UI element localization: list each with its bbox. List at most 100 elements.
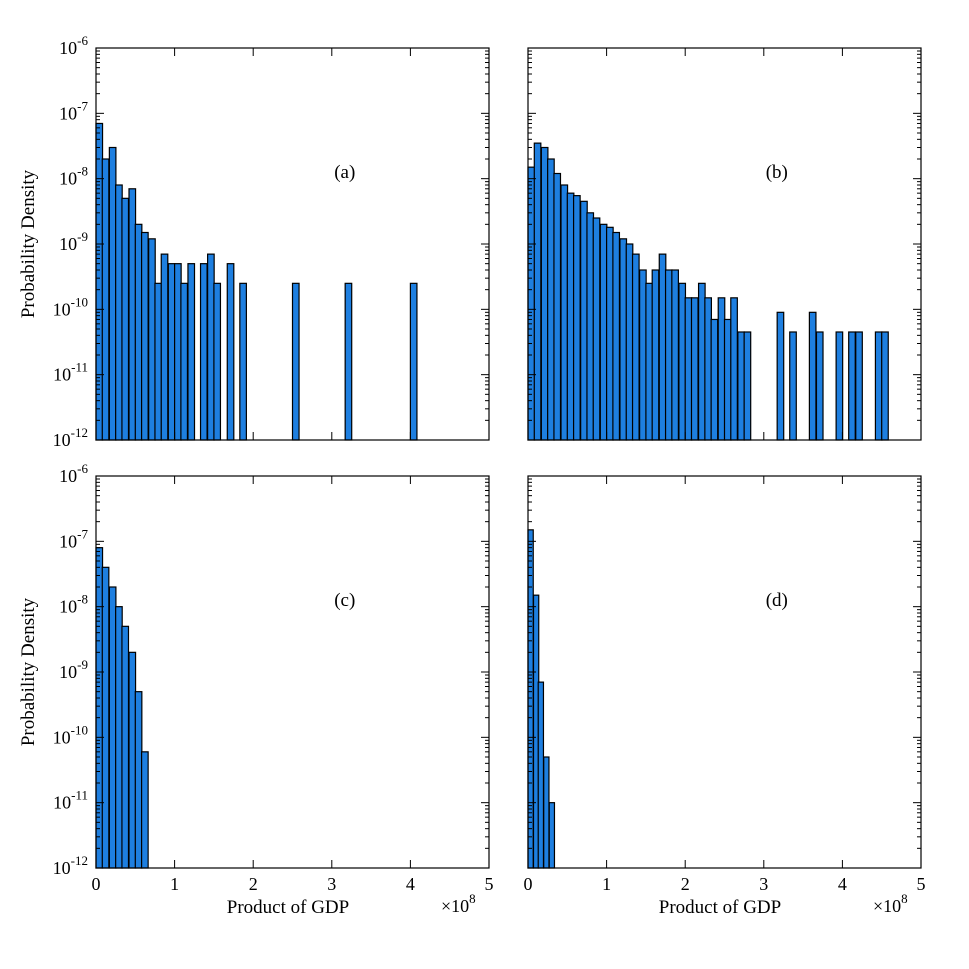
bar: [690, 297, 699, 441]
panel-c: 10-12 10-11 10-10 10-9 10-8 10-7 10-6 0 1 2 3 4 5 ×10…: [18, 461, 494, 918]
bar: [226, 263, 235, 441]
plot-frame: [527, 475, 922, 869]
bar: [101, 566, 110, 869]
y-axis-label: Probability Density: [18, 597, 39, 746]
bar: [776, 311, 785, 441]
y-tick-label: 10-11: [53, 788, 88, 813]
bar: [572, 195, 581, 441]
bar: [671, 269, 679, 441]
x-axis-label: Product of GDP: [227, 897, 349, 918]
bar: [743, 331, 752, 441]
bar: [592, 217, 601, 441]
bar: [533, 142, 542, 441]
bar: [95, 122, 104, 441]
bar: [548, 802, 556, 869]
bar: [730, 297, 738, 441]
y-tick-label: 10-12: [53, 425, 88, 450]
y-tick-label: 10-11: [53, 360, 88, 385]
bar: [540, 146, 549, 441]
bar: [140, 751, 149, 869]
bar: [717, 297, 726, 441]
bar: [612, 231, 621, 441]
x-tick-label: 2: [681, 874, 690, 894]
x-tick-label: 3: [327, 874, 336, 894]
bar: [835, 331, 844, 441]
bar: [291, 282, 300, 441]
bar: [121, 197, 130, 441]
x-tick-label: 4: [406, 874, 415, 894]
x-offset-label: ×108: [873, 891, 908, 916]
y-tick-label: 10-10: [53, 722, 88, 747]
bar: [645, 282, 654, 441]
y-axis-label: Probability Density: [18, 169, 39, 318]
y-tick-label: 10-7: [59, 98, 88, 123]
x-tick-label: 0: [92, 874, 101, 894]
y-tick-label: 10-9: [59, 657, 88, 682]
y-tick-label: 10-10: [53, 294, 88, 319]
bar: [651, 269, 660, 441]
bar: [639, 269, 647, 441]
panel-label: (a): [334, 162, 355, 183]
x-offset-label: ×108: [441, 891, 476, 916]
bar: [115, 606, 123, 869]
x-tick-label: 5: [485, 874, 494, 894]
bar: [344, 282, 353, 441]
bar: [704, 297, 712, 441]
bar: [547, 158, 555, 441]
bar: [239, 282, 247, 441]
bar: [848, 331, 856, 441]
bar: [543, 756, 550, 869]
bar: [213, 282, 222, 441]
bar: [108, 586, 117, 869]
bar: [128, 651, 137, 869]
bar: [199, 263, 208, 441]
panel-label: (b): [766, 162, 788, 183]
x-axis-label: Product of GDP: [659, 897, 781, 918]
bar: [658, 253, 667, 441]
bar: [737, 331, 746, 441]
x-tick-label: 3: [759, 874, 768, 894]
bar: [160, 253, 169, 441]
bar: [174, 263, 182, 441]
bar: [154, 282, 163, 441]
y-tick-label: 10-8: [59, 592, 88, 617]
bar: [881, 331, 889, 441]
bar: [874, 331, 883, 441]
y-tick-label: 10-12: [53, 853, 88, 878]
x-tick-label: 2: [249, 874, 258, 894]
bar: [101, 158, 110, 441]
bar: [207, 253, 215, 441]
y-tick-label: 10-8: [59, 164, 88, 189]
bar: [566, 192, 575, 441]
bar: [684, 297, 693, 441]
bar: [808, 311, 817, 441]
bar: [599, 223, 608, 441]
bar: [586, 212, 595, 441]
bar: [409, 282, 418, 441]
bar: [710, 318, 719, 441]
x-tick-label: 1: [602, 874, 611, 894]
y-tick-label: 10-6: [59, 33, 88, 58]
bar: [631, 253, 640, 441]
bar: [134, 691, 143, 869]
x-tick-label: 0: [524, 874, 533, 894]
panel-a: 10-12 10-11 10-10 10-9 10-8 10-7 10-6 (a) Probab…: [18, 33, 490, 450]
bar: [537, 681, 545, 869]
y-tick-label: 10-6: [59, 461, 88, 486]
bar: [789, 331, 797, 441]
bar: [134, 223, 143, 441]
bar: [580, 200, 588, 441]
panel-label: (d): [766, 590, 788, 611]
bar: [187, 263, 196, 441]
y-tick-label: 10-9: [59, 229, 88, 254]
bar: [855, 331, 863, 441]
bar: [664, 269, 673, 441]
bar: [625, 243, 634, 441]
x-tick-label: 1: [170, 874, 179, 894]
bar: [148, 238, 156, 441]
bar: [678, 282, 687, 441]
bar: [723, 318, 732, 441]
bar: [605, 226, 614, 441]
bar: [121, 625, 130, 869]
